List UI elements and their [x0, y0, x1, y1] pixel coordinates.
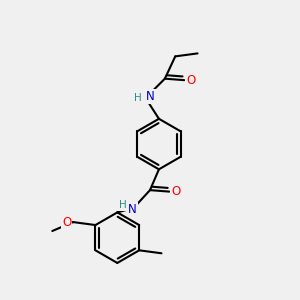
Text: H: H	[134, 93, 142, 103]
Text: O: O	[171, 185, 181, 198]
Text: O: O	[62, 216, 71, 229]
Text: O: O	[186, 74, 195, 87]
Text: H: H	[119, 200, 127, 210]
Text: N: N	[146, 90, 154, 103]
Text: N: N	[128, 203, 136, 216]
